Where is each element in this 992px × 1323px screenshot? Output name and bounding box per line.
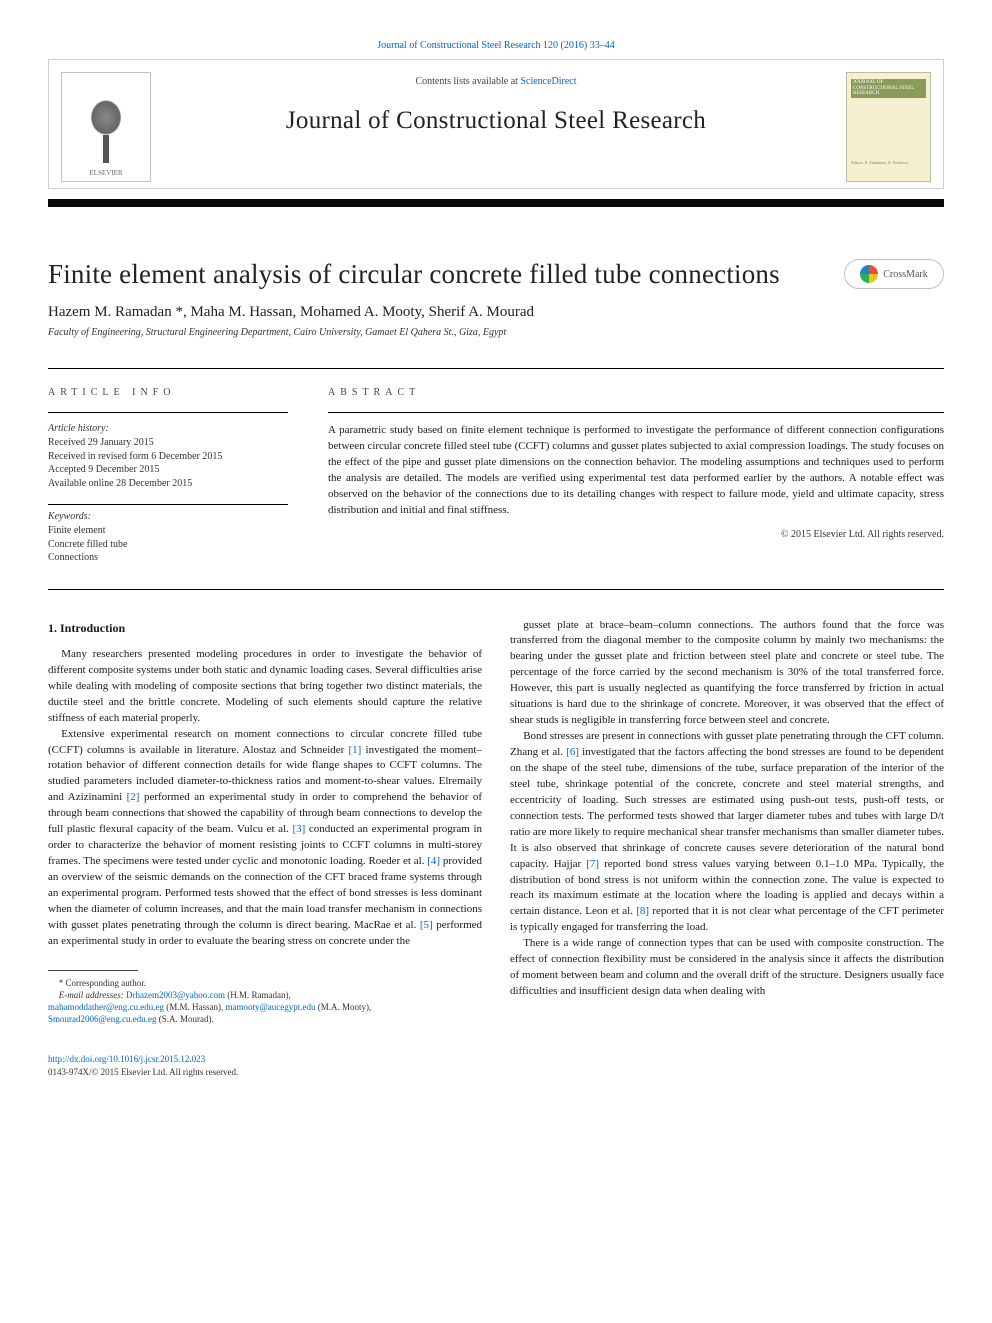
- footnote-divider: [48, 970, 138, 971]
- page-footer: http://dx.doi.org/10.1016/j.jcsr.2015.12…: [48, 1053, 944, 1078]
- ref-link[interactable]: [4]: [427, 855, 440, 867]
- issn-copyright: 0143-974X/© 2015 Elsevier Ltd. All right…: [48, 1067, 238, 1077]
- citation-bar: Journal of Constructional Steel Research…: [48, 40, 944, 51]
- corresponding-author: * Corresponding author.: [48, 977, 482, 989]
- contents-line: Contents lists available at ScienceDirec…: [185, 76, 807, 87]
- paragraph: gusset plate at brace–beam–column connec…: [510, 618, 944, 730]
- paragraph: Many researchers presented modeling proc…: [48, 647, 482, 727]
- history-online: Available online 28 December 2015: [48, 477, 288, 491]
- email-addresses: E-mail addresses: Drhazem2003@yahoo.com …: [48, 989, 482, 1025]
- article-meta: article info Article history: Received 2…: [48, 368, 944, 590]
- keyword: Concrete filled tube: [48, 538, 288, 552]
- paragraph: Extensive experimental research on momen…: [48, 727, 482, 950]
- ref-link[interactable]: [6]: [566, 746, 579, 758]
- history-heading: Article history:: [48, 423, 288, 434]
- crossmark-icon: [860, 265, 878, 283]
- elsevier-tree-icon: [76, 93, 136, 163]
- paragraph: Bond stresses are present in connections…: [510, 729, 944, 936]
- keywords-heading: Keywords:: [48, 511, 288, 522]
- section-heading: 1. Introduction: [48, 620, 482, 637]
- header-divider: [48, 199, 944, 207]
- abstract-label: abstract: [328, 387, 944, 398]
- article-title: Finite element analysis of circular conc…: [48, 259, 844, 290]
- keyword: Finite element: [48, 524, 288, 538]
- paragraph: There is a wide range of connection type…: [510, 936, 944, 1000]
- affiliation: Faculty of Engineering, Structural Engin…: [48, 327, 944, 338]
- ref-link[interactable]: [2]: [127, 791, 140, 803]
- ref-link[interactable]: [7]: [586, 858, 599, 870]
- history-accepted: Accepted 9 December 2015: [48, 463, 288, 477]
- ref-link[interactable]: [8]: [636, 905, 649, 917]
- history-revised: Received in revised form 6 December 2015: [48, 450, 288, 464]
- article-info-label: article info: [48, 387, 288, 398]
- keyword: Connections: [48, 551, 288, 565]
- history-received: Received 29 January 2015: [48, 436, 288, 450]
- elsevier-label: ELSEVIER: [89, 169, 122, 177]
- abstract-text: A parametric study based on finite eleme…: [328, 423, 944, 519]
- journal-title: Journal of Constructional Steel Research: [185, 107, 807, 135]
- journal-header: ELSEVIER Contents lists available at Sci…: [48, 59, 944, 189]
- email-link[interactable]: Smourad2006@eng.cu.edu.eg: [48, 1014, 157, 1024]
- sciencedirect-link[interactable]: ScienceDirect: [520, 76, 576, 87]
- doi-link[interactable]: http://dx.doi.org/10.1016/j.jcsr.2015.12…: [48, 1054, 205, 1064]
- abstract-copyright: © 2015 Elsevier Ltd. All rights reserved…: [328, 529, 944, 540]
- ref-link[interactable]: [1]: [349, 744, 362, 756]
- citation-link[interactable]: Journal of Constructional Steel Research…: [377, 40, 614, 51]
- crossmark-badge[interactable]: CrossMark: [844, 259, 944, 289]
- email-link[interactable]: Drhazem2003@yahoo.com: [126, 990, 225, 1000]
- ref-link[interactable]: [3]: [292, 823, 305, 835]
- email-link[interactable]: mamooty@aucegypt.edu: [226, 1002, 316, 1012]
- ref-link[interactable]: [5]: [420, 919, 433, 931]
- body-text: 1. Introduction Many researchers present…: [48, 618, 944, 1026]
- author-list: Hazem M. Ramadan *, Maha M. Hassan, Moha…: [48, 304, 944, 321]
- email-link[interactable]: mahamoddather@eng.cu.edu.eg: [48, 1002, 164, 1012]
- elsevier-logo: ELSEVIER: [61, 72, 151, 182]
- journal-cover-thumb: JOURNAL OF CONSTRUCTIONAL STEEL RESEARCH…: [846, 72, 931, 182]
